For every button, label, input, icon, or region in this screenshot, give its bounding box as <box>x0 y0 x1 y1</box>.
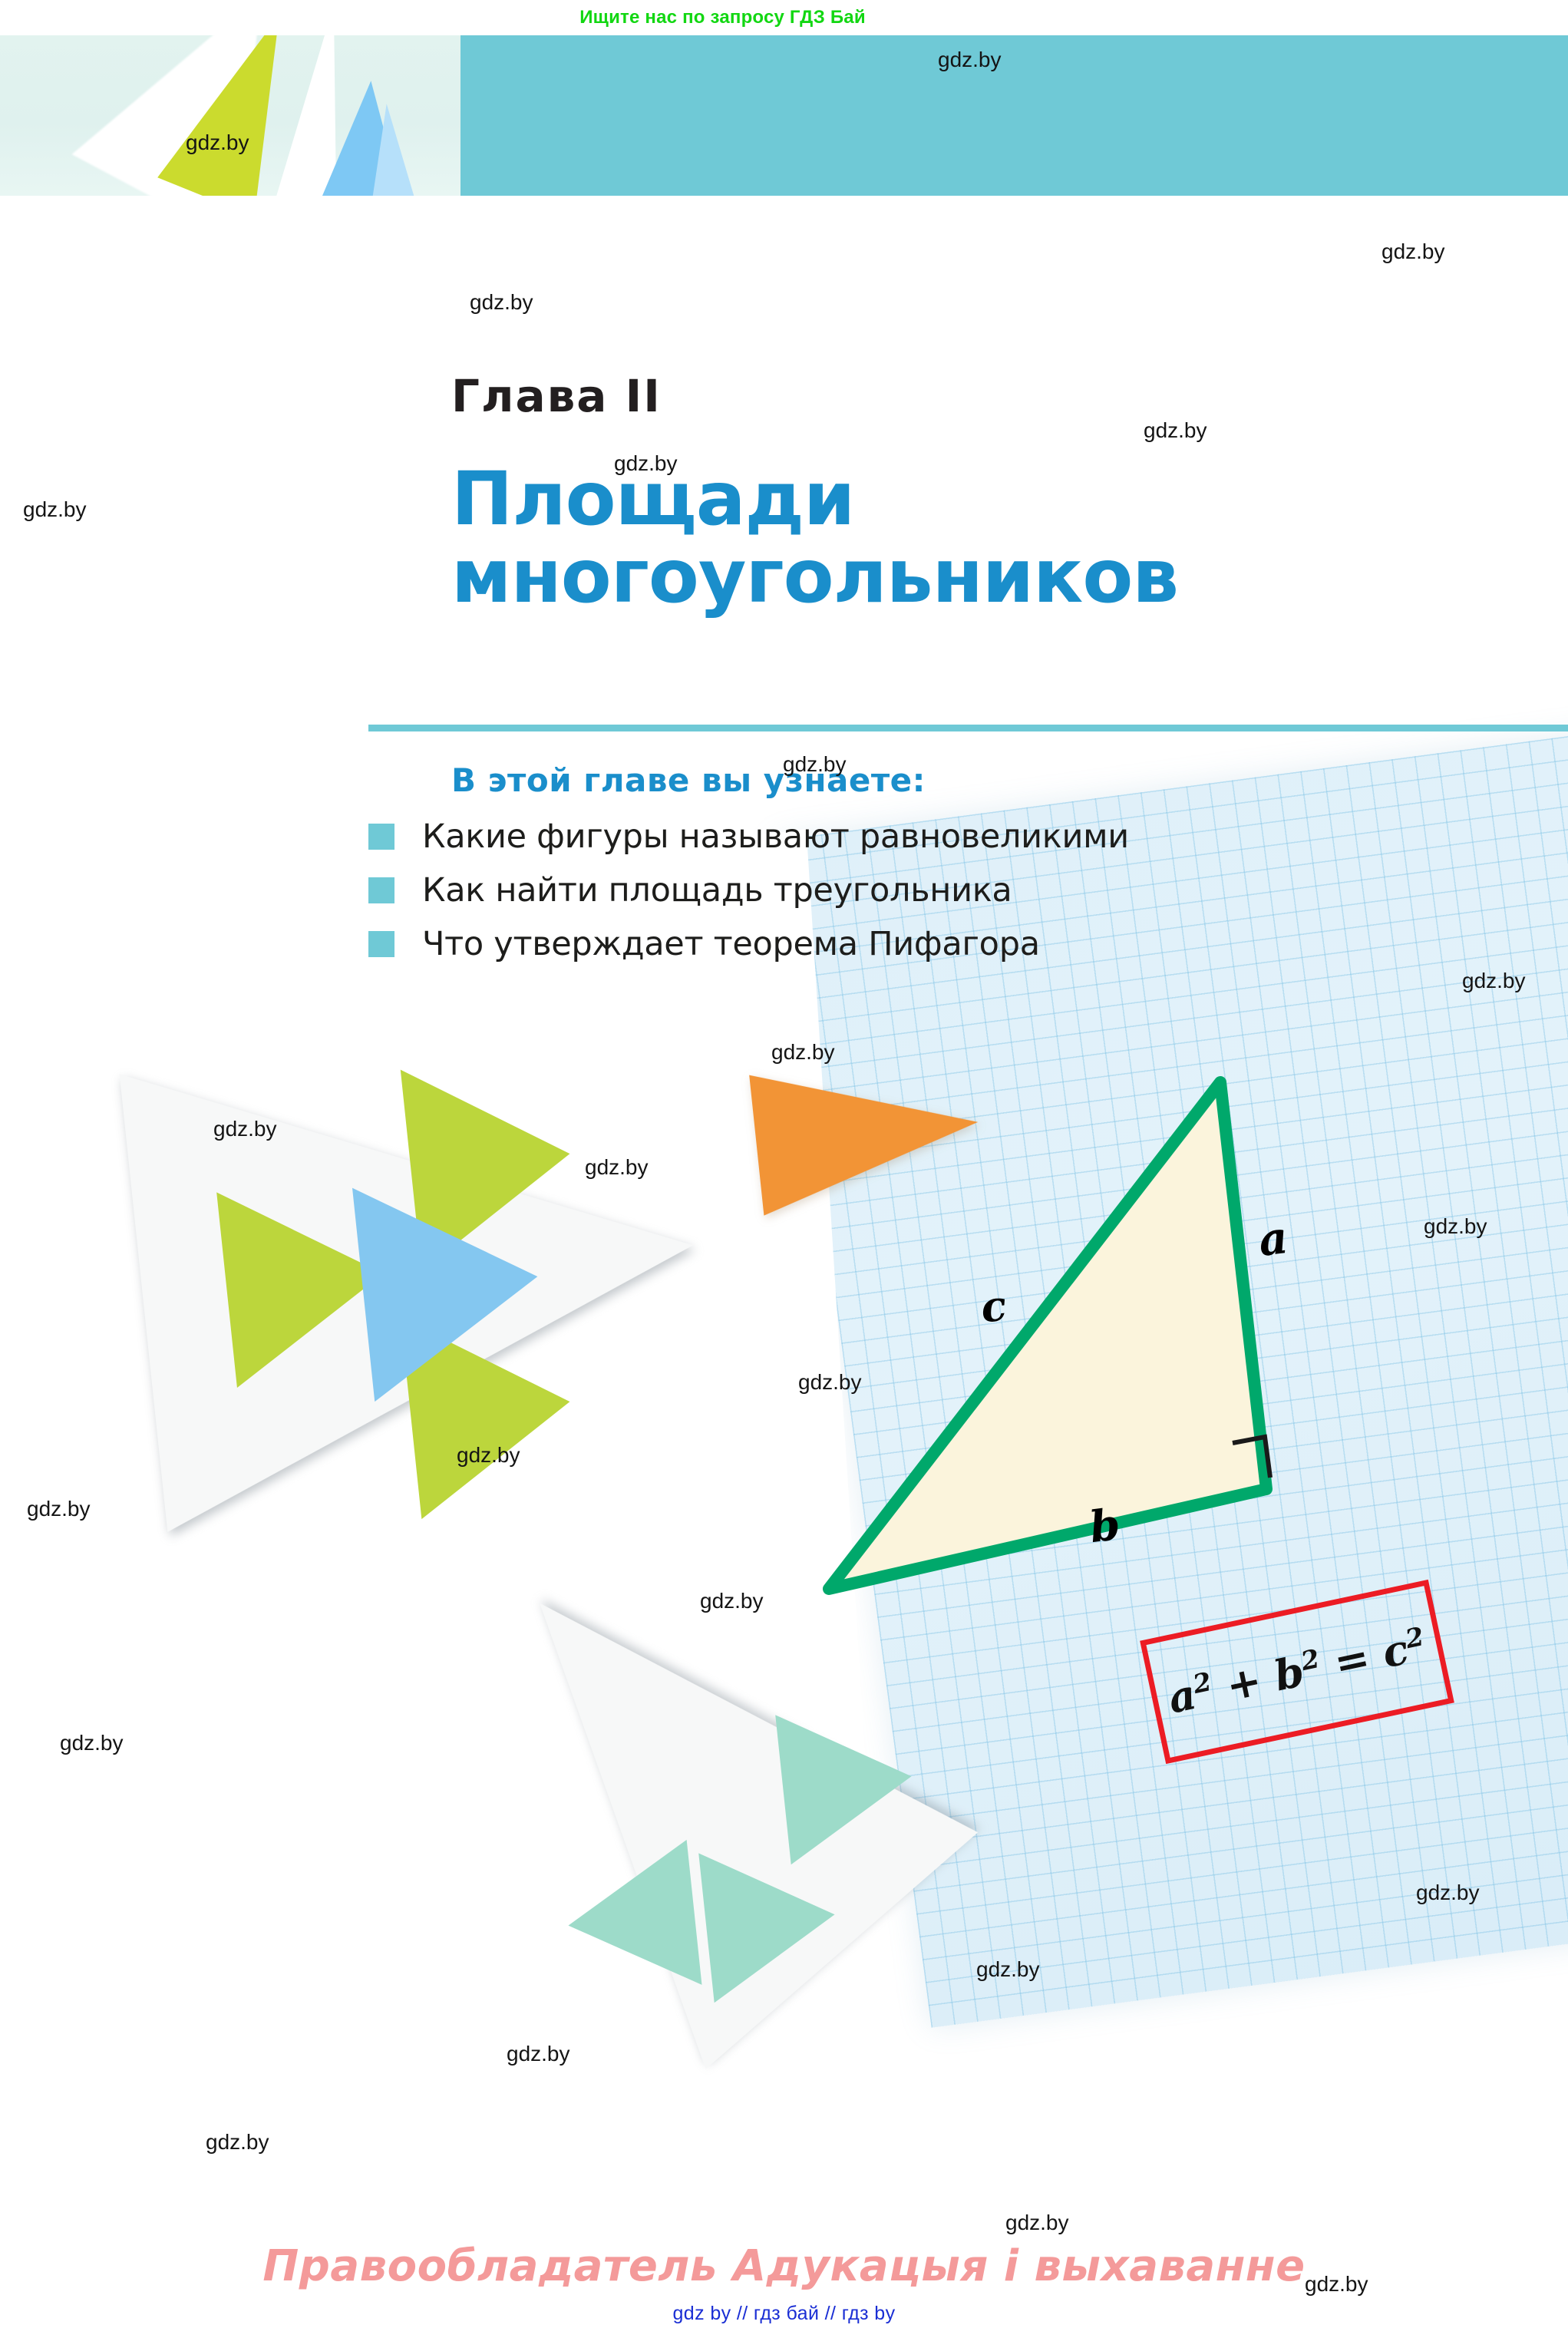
square-bullet-icon <box>368 877 394 903</box>
square-bullet-icon <box>368 931 394 957</box>
gdz-watermark: gdz.by <box>23 497 87 521</box>
gdz-watermark: gdz.by <box>771 1040 835 1064</box>
gdz-watermark: gdz.by <box>1416 1881 1480 1904</box>
gdz-watermark: gdz.by <box>798 1370 862 1394</box>
list-item-label: Что утверждает теорема Пифагора <box>422 925 1040 963</box>
learn-heading: В этой главе вы узнаете: <box>451 761 926 799</box>
list-item: Что утверждает теорема Пифагора <box>368 925 1366 963</box>
list-item: Как найти площадь треугольника <box>368 871 1366 910</box>
promo-banner-text: Ищите нас по запросу ГДЗ Бай <box>579 7 866 28</box>
learn-objectives-list: Какие фигуры называют равновеликими Как … <box>368 817 1366 981</box>
list-item-label: Какие фигуры называют равновеликими <box>422 817 1129 856</box>
gdz-watermark: gdz.by <box>1305 2272 1368 2296</box>
title-divider-rule <box>368 725 1568 731</box>
cluster-upper-blue-triangle-icon <box>352 1169 550 1402</box>
promo-banner: Ищите нас по запросу ГДЗ Бай <box>0 0 1568 35</box>
header-band <box>0 35 1568 196</box>
chapter-label: Глава II <box>451 370 662 422</box>
square-bullet-icon <box>368 824 394 850</box>
right-triangle-shape <box>823 1076 1273 1595</box>
gdz-watermark: gdz.by <box>27 1497 91 1521</box>
right-triangle-figure <box>823 1076 1273 1595</box>
triangle-side-label-b: b <box>1087 1498 1124 1554</box>
list-item: Какие фигуры называют равновеликими <box>368 817 1366 856</box>
pythagoras-formula-text: a2 + b2 = c2 <box>1164 1621 1427 1723</box>
cluster-lower-teal-triangle-3-icon <box>775 1701 919 1865</box>
gdz-watermark: gdz.by <box>585 1155 649 1179</box>
gdz-watermark: gdz.by <box>213 1117 277 1141</box>
gdz-watermark: gdz.by <box>783 752 847 776</box>
right-angle-marker-icon <box>1232 1434 1273 1478</box>
page-title-line-1: Площади <box>451 456 855 542</box>
footer-links[interactable]: gdz by // гдз бай // гдз by <box>672 2303 896 2324</box>
gdz-watermark: gdz.by <box>507 2042 570 2066</box>
header-band-right-panel <box>460 35 1568 196</box>
cluster-lower-teal-triangle-1-icon <box>560 1839 702 1999</box>
gdz-watermark: gdz.by <box>614 451 678 475</box>
gdz-watermark: gdz.by <box>186 130 249 154</box>
gdz-watermark: gdz.by <box>1424 1214 1487 1238</box>
gdz-watermark: gdz.by <box>1462 969 1526 992</box>
gdz-watermark: gdz.by <box>470 290 533 314</box>
list-item-label: Как найти площадь треугольника <box>422 871 1012 910</box>
gdz-watermark: gdz.by <box>457 1443 520 1467</box>
triangle-side-label-a: a <box>1255 1210 1291 1267</box>
gdz-watermark: gdz.by <box>976 1957 1040 1981</box>
gdz-watermark: gdz.by <box>1144 418 1207 442</box>
gdz-watermark: gdz.by <box>1381 239 1445 263</box>
header-decor-blue-triangle-2-icon <box>355 101 427 196</box>
gdz-watermark: gdz.by <box>700 1589 764 1613</box>
gdz-watermark: gdz.by <box>1005 2211 1069 2234</box>
gdz-watermark: gdz.by <box>206 2130 269 2154</box>
page-title-line-2: многоугольников <box>451 533 1179 619</box>
header-band-left-panel <box>0 35 460 196</box>
cluster-lower-teal-triangle-2-icon <box>698 1839 843 2003</box>
gdz-watermark: gdz.by <box>938 48 1002 71</box>
page-title: Площади многоугольников <box>451 461 1179 619</box>
gdz-watermark: gdz.by <box>60 1731 124 1755</box>
copyright-owner-watermark: Правообладатель Адукацыя i выхаванне <box>262 2241 1306 2291</box>
